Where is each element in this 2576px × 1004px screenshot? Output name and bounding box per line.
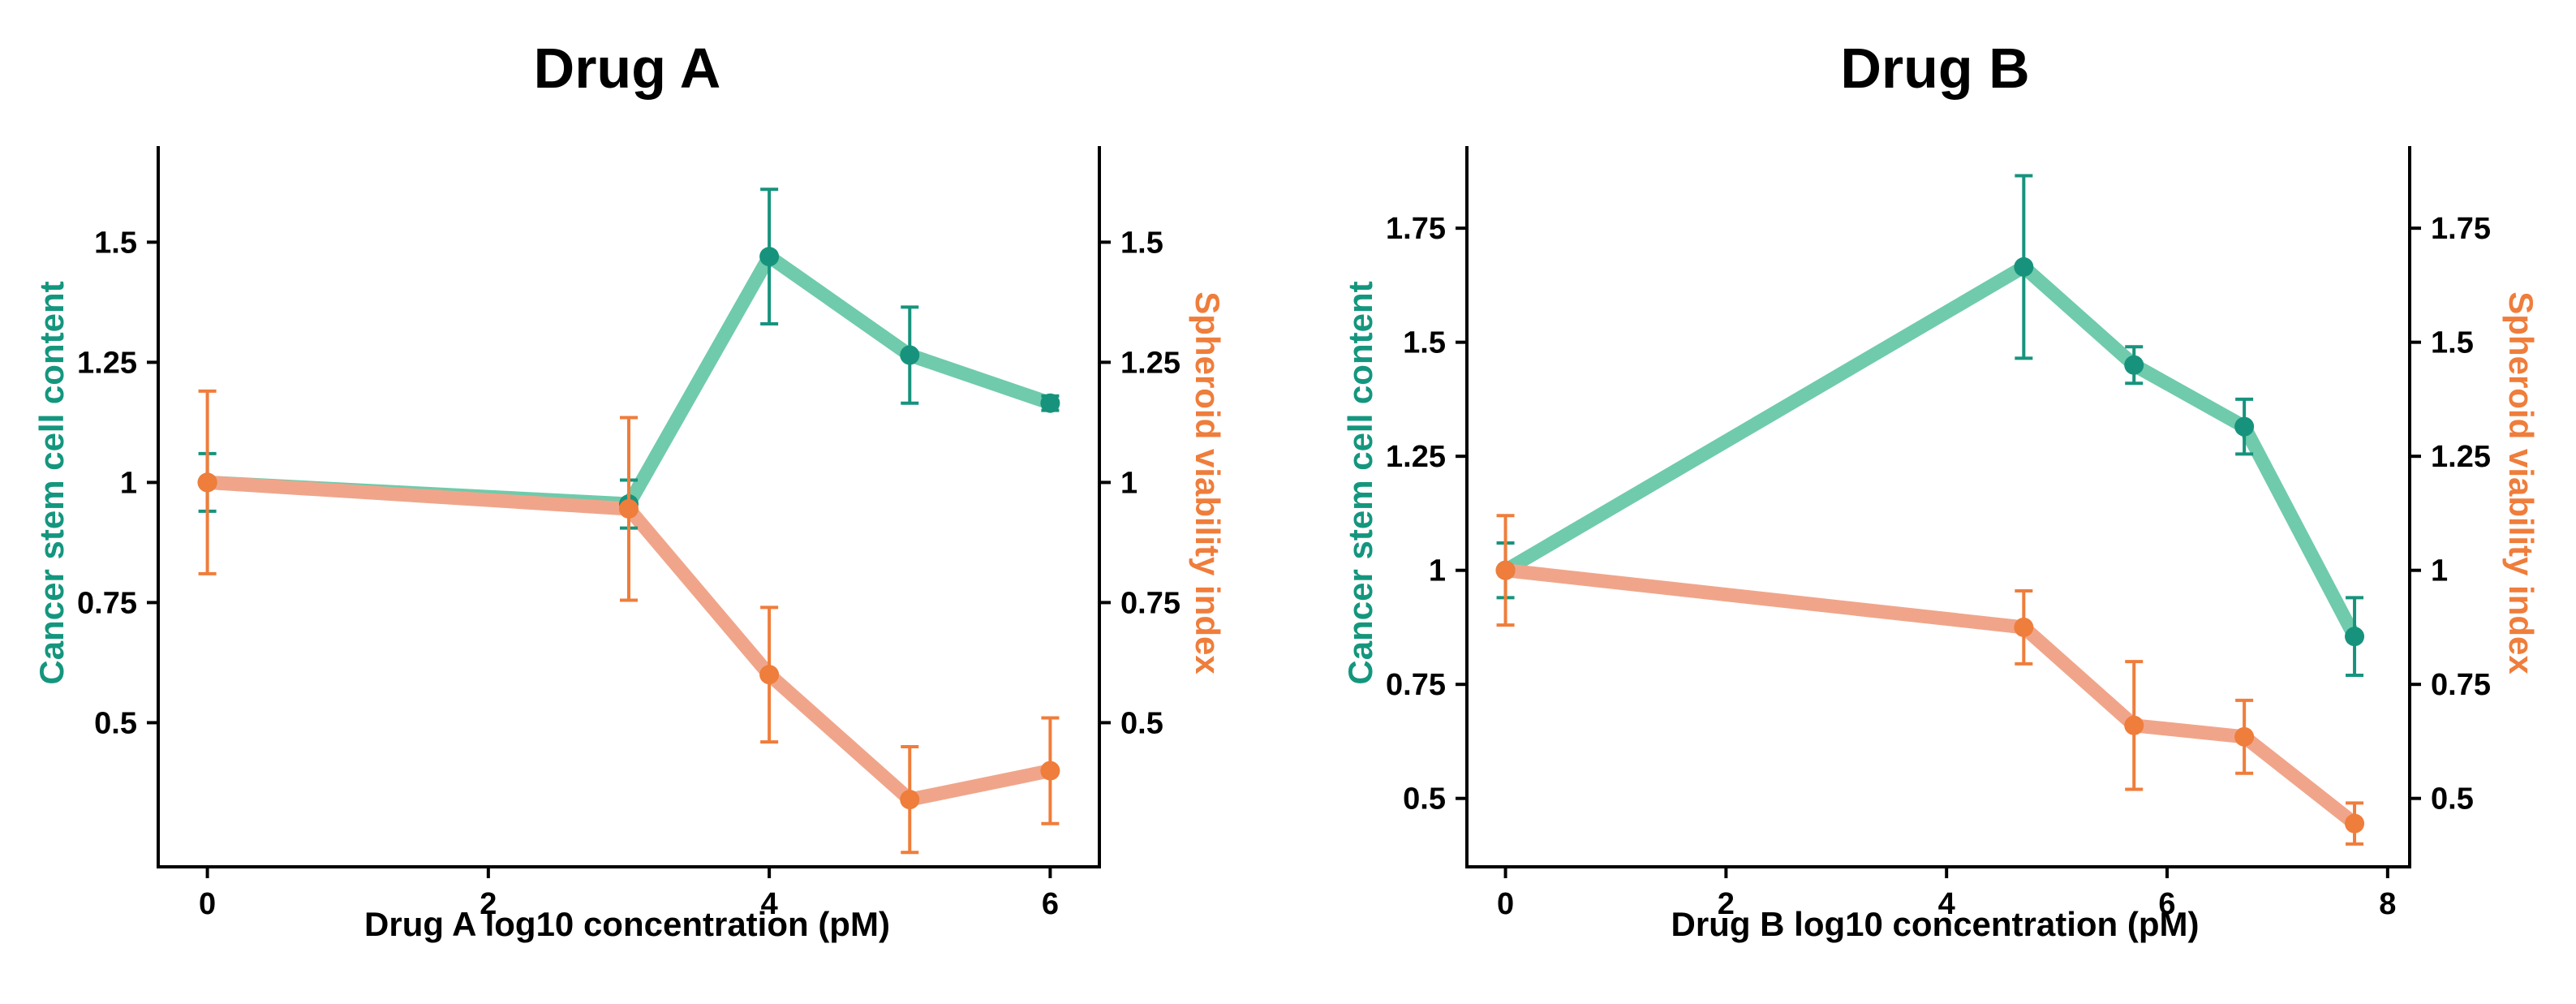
x-tick-label: 8 bbox=[2379, 887, 2396, 921]
x-axis-label: Drug B log10 concentration (pM) bbox=[1671, 905, 2200, 943]
y-tick-label-right: 0.75 bbox=[1120, 586, 1180, 620]
panel-title: Drug B bbox=[1840, 37, 2029, 100]
y-tick-label-right: 1.75 bbox=[2431, 212, 2491, 246]
y-tick-label-right: 1 bbox=[1120, 466, 1137, 500]
stem-data-point bbox=[2234, 416, 2255, 437]
viability-data-point bbox=[759, 665, 780, 685]
y-tick-label-right: 0.75 bbox=[2431, 668, 2491, 702]
viability-data-point bbox=[2124, 715, 2144, 735]
viability-data-point bbox=[1040, 761, 1060, 781]
x-tick-label: 4 bbox=[1938, 887, 1955, 921]
viability-data-point bbox=[2234, 726, 2255, 747]
y-tick-label-left: 0.75 bbox=[1386, 668, 1446, 702]
y-tick-label-right: 1.5 bbox=[2431, 326, 2474, 360]
y-axis-label-left: Cancer stem cell content bbox=[1341, 281, 1379, 684]
x-tick-label: 2 bbox=[480, 887, 497, 921]
viability-data-point bbox=[619, 498, 639, 519]
x-tick-label: 6 bbox=[1042, 887, 1059, 921]
y-tick-label-left: 1.5 bbox=[94, 226, 137, 260]
x-tick-label: 2 bbox=[1718, 887, 1735, 921]
x-tick-label: 0 bbox=[199, 887, 216, 921]
y-tick-label-left: 0.75 bbox=[77, 586, 137, 620]
stem-data-point bbox=[1040, 393, 1060, 413]
y-tick-label-left: 0.5 bbox=[1403, 782, 1446, 817]
y-axis-label-right: Spheroid viability index bbox=[1189, 291, 1227, 674]
y-tick-label-right: 1 bbox=[2431, 554, 2448, 588]
axes-frame bbox=[157, 146, 1101, 868]
panel-title: Drug A bbox=[534, 37, 721, 100]
y-tick-label-right: 1.5 bbox=[1120, 226, 1163, 260]
panel-drug-b: Drug B Drug B log10 concentration (pM) C… bbox=[1341, 37, 2540, 943]
y-tick-label-right: 0.5 bbox=[1120, 706, 1163, 740]
axes-frame bbox=[1465, 146, 2411, 868]
y-tick-label-left: 1 bbox=[120, 466, 137, 500]
stem-data-point bbox=[2014, 256, 2034, 277]
stem-data-point bbox=[2124, 355, 2144, 375]
y-axis-label-left: Cancer stem cell content bbox=[32, 281, 71, 684]
viability-series-line bbox=[1499, 563, 2362, 831]
y-tick-label-right: 0.5 bbox=[2431, 782, 2474, 817]
viability-data-point bbox=[1495, 560, 1516, 580]
y-tick-label-left: 1.25 bbox=[77, 346, 137, 380]
y-tick-label-left: 0.5 bbox=[94, 706, 137, 740]
y-tick-label-right: 1.25 bbox=[1120, 346, 1180, 380]
x-axis-label: Drug A log10 concentration (pM) bbox=[364, 905, 890, 943]
stem-data-point bbox=[2345, 627, 2365, 647]
x-tick-label: 6 bbox=[2158, 887, 2175, 921]
stem-data-point bbox=[759, 247, 780, 267]
y-tick-label-left: 1.75 bbox=[1386, 212, 1446, 246]
stem-data-point bbox=[900, 345, 920, 365]
viability-data-point bbox=[2345, 813, 2365, 834]
panel-drug-a: Drug A Drug A log10 concentration (pM) C… bbox=[32, 37, 1227, 943]
y-tick-label-left: 1 bbox=[1429, 554, 1446, 588]
y-tick-label-right: 1.25 bbox=[2431, 440, 2491, 474]
x-tick-label: 0 bbox=[1497, 887, 1514, 921]
viability-data-point bbox=[900, 790, 920, 810]
y-axis-label-right: Spheroid viability index bbox=[2502, 291, 2540, 674]
y-tick-label-left: 1.5 bbox=[1403, 326, 1446, 360]
viability-data-point bbox=[2014, 617, 2034, 637]
x-tick-label: 4 bbox=[761, 887, 778, 921]
viability-data-point bbox=[197, 472, 217, 493]
y-tick-label-left: 1.25 bbox=[1386, 440, 1446, 474]
